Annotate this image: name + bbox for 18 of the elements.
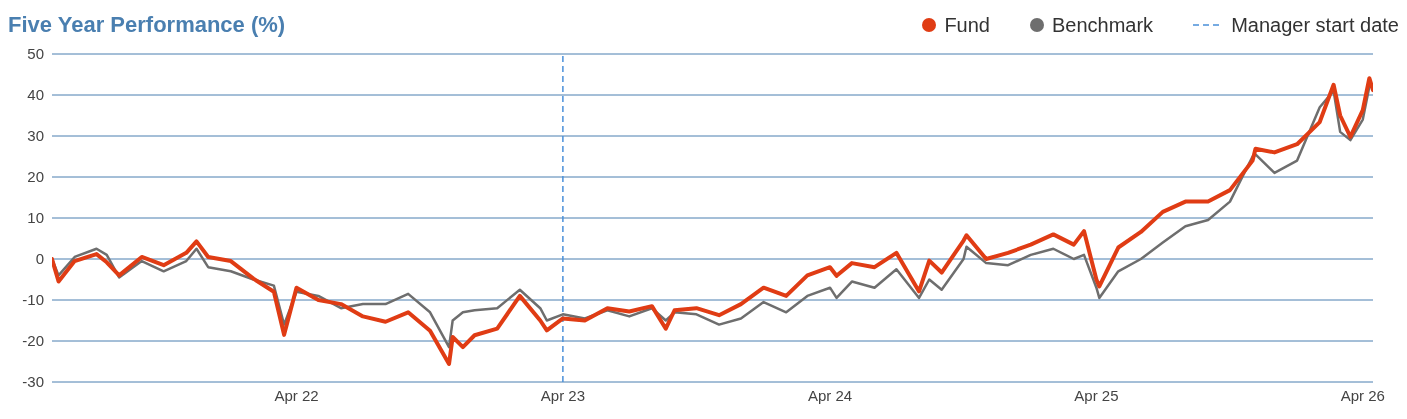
x-tick-label: Apr 26 [1340,386,1385,404]
legend-label: Manager start date [1231,13,1399,37]
x-tick-label: Apr 25 [1074,386,1119,404]
x-tick-label: Apr 22 [274,386,319,404]
y-tick-label: 20 [27,168,44,186]
x-tick-label: Apr 24 [807,386,853,404]
x-tick-label: Apr 23 [540,386,585,404]
chart-title: Five Year Performance (%) [8,12,286,38]
y-tick-label: 10 [27,209,44,227]
y-tick-label: -30 [22,373,44,391]
y-tick-label: 0 [35,250,44,268]
y-tick-label: -10 [22,291,44,309]
y-tick-label: 40 [27,86,44,104]
y-tick-label: 50 [27,45,44,63]
legend-label: Fund [944,13,990,37]
y-tick-label: 30 [27,127,44,145]
legend-label: Benchmark [1051,13,1154,37]
y-tick-label: -20 [22,332,44,350]
